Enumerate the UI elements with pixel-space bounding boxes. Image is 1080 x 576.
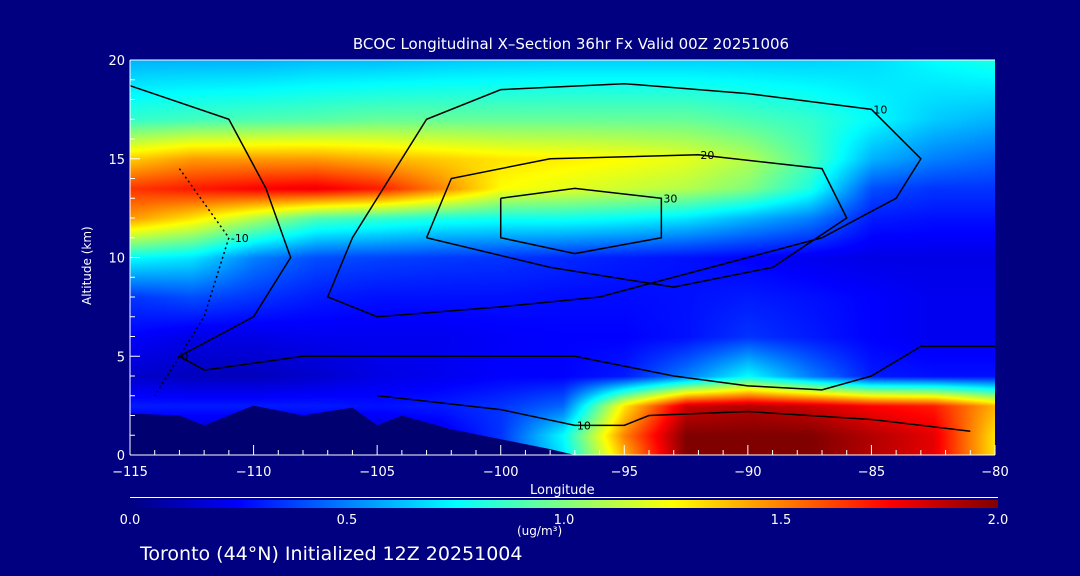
colorbar-tick-label: 1.5	[771, 513, 792, 528]
contour-line	[326, 82, 922, 318]
colorbar-tick-label: 2.0	[988, 513, 1009, 528]
heatmap-field	[130, 60, 995, 455]
x-axis-label: Longitude	[530, 483, 595, 498]
contour-line	[154, 168, 230, 397]
y-tick-label: 10	[108, 252, 125, 267]
contour-line	[129, 84, 995, 391]
y-tick-label: 0	[117, 449, 125, 464]
contour-line	[425, 154, 848, 288]
contour-label: 10	[873, 103, 887, 116]
y-tick-label: 15	[108, 153, 125, 168]
contour-label: 30	[663, 192, 677, 205]
contour-label: -10	[231, 232, 249, 245]
x-tick-label: −80	[981, 465, 1008, 480]
contour-label: 20	[700, 149, 714, 162]
x-tick-label: −110	[236, 465, 272, 480]
y-axis-label: Altitude (km)	[80, 226, 94, 305]
colorbar-tick-label: 1.0	[554, 513, 575, 528]
x-tick-label: −105	[359, 465, 395, 480]
contour-label: 10	[577, 419, 591, 432]
colorbar-top-line	[130, 497, 998, 498]
x-tick-label: −115	[112, 465, 148, 480]
contour-label: 0	[181, 350, 188, 363]
terrain	[130, 405, 575, 455]
contour-line	[377, 395, 971, 433]
x-tick-label: −85	[858, 465, 885, 480]
y-tick-label: 5	[117, 350, 125, 365]
colorbar	[130, 500, 998, 508]
contour-line	[499, 187, 663, 255]
x-tick-label: −100	[483, 465, 519, 480]
colorbar-unit-label: (ug/m³)	[517, 524, 563, 538]
y-tick-label: 20	[108, 54, 125, 69]
colorbar-tick-label: 0.5	[337, 513, 358, 528]
colorbar-tick-label: 0.0	[120, 513, 141, 528]
footer-caption: Toronto (44°N) Initialized 12Z 20251004	[140, 543, 523, 565]
chart-title: BCOC Longitudinal X–Section 36hr Fx Vali…	[352, 35, 790, 53]
x-tick-label: −90	[734, 465, 761, 480]
x-tick-label: −95	[611, 465, 638, 480]
